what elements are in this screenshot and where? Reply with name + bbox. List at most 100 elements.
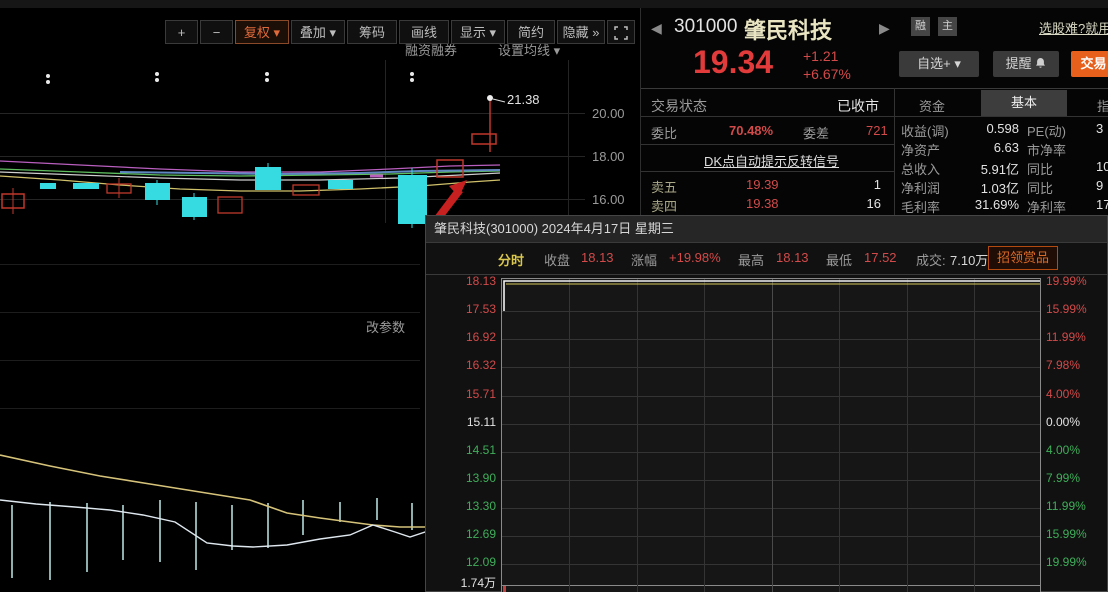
gridline-vertical [704, 279, 705, 592]
ask-qty: 16 [866, 196, 881, 211]
chg-value: +19.98% [669, 250, 721, 265]
display-button[interactable]: 显示 ▾ [451, 20, 505, 44]
stock-name: 肇民科技 [744, 18, 833, 43]
high-label: 最高 [738, 253, 765, 268]
price-tick: 14.51 [465, 443, 496, 457]
tab-indicator[interactable]: 指 [1097, 99, 1108, 114]
fund-value: 6.63 [993, 140, 1019, 155]
fullscreen-icon [614, 26, 628, 40]
gridline [502, 508, 1040, 509]
alert-button[interactable]: 提醒 [993, 51, 1059, 77]
trade-status-value: 已收市 [837, 98, 879, 114]
zoom-out-button[interactable]: − [200, 20, 233, 44]
indicator-line-yellow [0, 454, 440, 528]
pct-tick: 4.00% [1046, 443, 1081, 457]
popup-title-bar[interactable]: 肇民科技(301000) 2024年4月17日 星期三 [426, 216, 1107, 243]
kline-axis-tick: 16.00 [592, 192, 625, 207]
overlay-button[interactable]: 叠加 ▾ [291, 20, 345, 44]
gridline-vertical [839, 279, 840, 592]
pct-tick: 11.99% [1046, 330, 1086, 344]
chips-button[interactable]: 筹码 [347, 20, 397, 44]
indicator-chart[interactable] [0, 430, 440, 592]
price-tick: 16.32 [465, 358, 496, 372]
price-change: +1.21 [803, 48, 839, 64]
intraday-plot[interactable] [501, 278, 1041, 592]
weicha-value: 721 [866, 123, 888, 138]
gridline [0, 199, 585, 200]
main-tag: 主 [938, 17, 957, 36]
fund-value2: 3 [1096, 121, 1104, 136]
pct-tick: 15.99% [1046, 527, 1087, 541]
rzrq-link[interactable]: 融资融券 [405, 43, 458, 58]
gridline [0, 312, 420, 313]
fund-value2: 10 [1096, 159, 1108, 174]
candles [1, 95, 506, 228]
indicator-spikes [11, 498, 413, 580]
price-tick: 13.30 [465, 499, 496, 513]
weibi-label: 委比 [651, 126, 678, 141]
tab-funds[interactable]: 资金 [919, 99, 946, 114]
price-tick: 15.11 [466, 415, 496, 429]
set-ma-dropdown[interactable]: 设置均线 ▾ [498, 43, 561, 58]
window-top-strip [0, 0, 1108, 8]
event-markers [46, 72, 414, 84]
pct-tick: 15.99% [1046, 302, 1087, 316]
fullscreen-button[interactable] [607, 20, 635, 44]
gridline [0, 408, 420, 409]
promo-button[interactable]: 招领赏品 [988, 246, 1059, 270]
fund-value: 5.91亿 [980, 162, 1019, 177]
gridline [502, 424, 1040, 425]
gridline [502, 339, 1040, 340]
ask-price: 19.39 [746, 177, 779, 192]
high-price-annotation: 21.38 [507, 92, 540, 107]
gridline [0, 360, 420, 361]
kline-chart[interactable] [0, 60, 640, 240]
pct-tick: 4.00% [1046, 387, 1081, 401]
quote-panel: ◀ 301000 肇民科技 ▶ 融 主 选股难?就用短线 19.34 +1.21… [640, 8, 1108, 215]
trade-button[interactable]: 交易 [1071, 51, 1108, 77]
zoom-in-button[interactable]: + [165, 20, 198, 44]
simple-button[interactable]: 简约 [507, 20, 555, 44]
gridline-vertical [385, 60, 386, 223]
intraday-popup[interactable]: 肇民科技(301000) 2024年4月17日 星期三 分时 收盘 18.13 … [425, 215, 1108, 592]
drawline-button[interactable]: 画线 [399, 20, 449, 44]
prev-stock-arrow[interactable]: ◀ [651, 20, 662, 36]
ad-link[interactable]: 选股难?就用短线 [1039, 21, 1108, 36]
chg-label: 涨幅 [631, 253, 658, 268]
next-stock-arrow[interactable]: ▶ [879, 20, 890, 36]
volume-label: 成交: [916, 253, 946, 268]
price-change-pct: +6.67% [803, 66, 851, 82]
stock-code: 301000 [674, 16, 738, 37]
price-tick: 13.90 [465, 471, 496, 485]
ask-price: 19.38 [746, 196, 779, 211]
hide-button[interactable]: 隐藏 » [557, 20, 605, 44]
gridline [502, 367, 1040, 368]
fund-value: 1.03亿 [980, 181, 1019, 196]
close-label: 收盘 [544, 253, 571, 268]
change-params-link[interactable]: 改参数 [366, 320, 406, 335]
divider [641, 171, 894, 172]
dk-signal-link[interactable]: DK点自动提示反转信号 [703, 154, 840, 169]
fund-label: 毛利率 [901, 200, 941, 215]
close-value: 18.13 [581, 250, 614, 265]
gridline-vertical [772, 279, 773, 592]
divider [641, 144, 894, 145]
tab-basic[interactable]: 基本 [981, 90, 1067, 116]
gridline [502, 396, 1040, 397]
pct-tick: 19.99% [1046, 555, 1087, 569]
gridline [502, 564, 1040, 565]
last-price: 19.34 [693, 44, 774, 80]
fund-label2: 同比 [1027, 162, 1054, 177]
add-watchlist-button[interactable]: 自选+ ▾ [899, 51, 979, 77]
ma-line-yellow [0, 175, 501, 192]
volume-value: 7.10万 [950, 253, 989, 268]
fuquan-button[interactable]: 复权 ▾ [235, 20, 289, 44]
trade-status-label: 交易状态 [651, 98, 707, 114]
kline-axis-tick: 20.00 [592, 106, 625, 121]
gridline [502, 452, 1040, 453]
indicator-line-white [0, 499, 440, 548]
gridline-vertical [637, 279, 638, 592]
fund-value: 0.598 [986, 121, 1019, 136]
price-tick: 12.69 [465, 527, 496, 541]
